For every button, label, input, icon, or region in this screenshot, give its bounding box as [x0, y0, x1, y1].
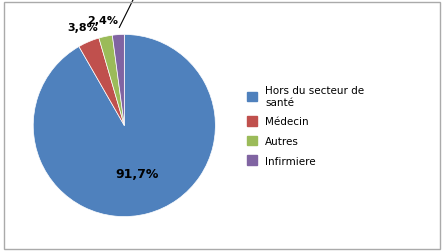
Wedge shape — [33, 35, 215, 217]
Text: 91,7%: 91,7% — [115, 168, 159, 181]
Text: 3,8%: 3,8% — [67, 22, 98, 33]
Wedge shape — [112, 35, 124, 126]
Legend: Hors du secteur de
santé, Médecin, Autres, Infirmiere: Hors du secteur de santé, Médecin, Autre… — [243, 83, 368, 169]
Text: 2,1%: 2,1% — [119, 0, 154, 28]
Text: 2,4%: 2,4% — [87, 16, 118, 26]
Wedge shape — [99, 36, 124, 126]
Wedge shape — [79, 39, 124, 126]
